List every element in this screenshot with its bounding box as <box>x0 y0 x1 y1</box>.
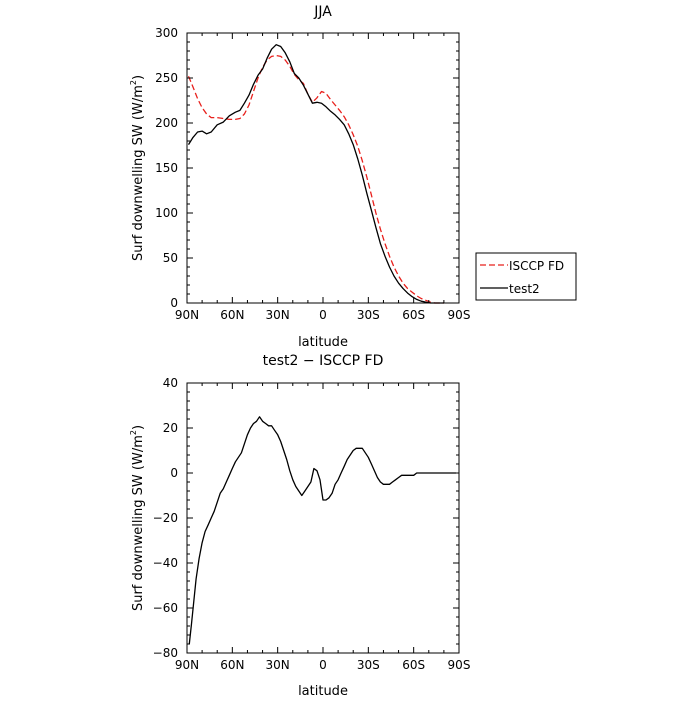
y-tick-label: −40 <box>153 556 178 570</box>
y-tick-label: 200 <box>155 116 178 130</box>
x-axis-label: latitude <box>298 684 348 699</box>
y-axis-label-close: ) <box>131 75 146 80</box>
plot-area: 90N 60N 30N 0 30S 60S 90S −80 −60 −40 −20 0 20 40 <box>153 376 471 672</box>
y-tick-label: 50 <box>163 251 178 265</box>
x-tick-label: 90N <box>175 308 199 322</box>
y-axis-label: Surf downwelling SW (W/m2) <box>129 425 146 611</box>
y-tick-label: 300 <box>155 26 178 40</box>
x-tick-label: 60S <box>402 658 425 672</box>
x-axis-label: latitude <box>298 335 348 350</box>
x-tick-label: 0 <box>319 658 327 672</box>
y-axis-label-main: Surf downwelling SW (W/m <box>131 435 146 611</box>
y-tick-label: 250 <box>155 71 178 85</box>
chart-title: JJA <box>313 4 332 20</box>
x-tick-label: 60N <box>220 308 244 322</box>
x-tick-label: 60N <box>220 658 244 672</box>
y-axis-label-close: ) <box>131 425 146 430</box>
series-line-isccp-fd <box>187 54 444 304</box>
y-axis-label: Surf downwelling SW (W/m2) <box>129 75 146 261</box>
y-tick-label: −20 <box>153 511 178 525</box>
x-tick-label: 30N <box>266 658 290 672</box>
x-tick-label: 0 <box>319 308 327 322</box>
x-tick-label: 30S <box>357 658 380 672</box>
y-tick-label: −80 <box>153 646 178 660</box>
plot-frame <box>186 32 460 304</box>
panel-difference: test2 − ISCCP FD 90N 60N 30N 0 30S 60S 90S −80 −… <box>129 353 470 699</box>
y-tick-label: 150 <box>155 161 178 175</box>
plot-area: 90N 60N 30N 0 30S 60S 90S 0 50 100 150 200 250 300 <box>155 26 470 322</box>
x-tick-label: 30S <box>357 308 380 322</box>
y-tick-label: 40 <box>163 376 178 390</box>
panel-jja: JJA 90N 60N 30N 0 30S 60S 90S 0 50 100 150 200 250 30… <box>129 4 577 350</box>
legend-box <box>475 252 577 301</box>
series-line-difference <box>188 416 456 645</box>
x-tick-label: 60S <box>402 308 425 322</box>
legend: ISCCP FD test2 <box>475 252 577 301</box>
y-axis-label-sup: 2 <box>129 430 138 435</box>
y-tick-label: 0 <box>170 466 178 480</box>
chart-title: test2 − ISCCP FD <box>263 353 384 369</box>
plot-frame <box>186 382 460 654</box>
x-tick-label: 90S <box>448 658 471 672</box>
legend-label-isccp: ISCCP FD <box>509 259 564 273</box>
x-tick-label: 90S <box>448 308 471 322</box>
x-tick-label: 90N <box>175 658 199 672</box>
series-line-test2 <box>187 44 444 304</box>
y-tick-label: 20 <box>163 421 178 435</box>
y-tick-label: −60 <box>153 601 178 615</box>
y-tick-label: 0 <box>170 296 178 310</box>
y-tick-label: 100 <box>155 206 178 220</box>
x-tick-label: 30N <box>266 308 290 322</box>
y-axis-label-sup: 2 <box>129 80 138 85</box>
legend-label-test2: test2 <box>509 282 540 296</box>
y-axis-label-main: Surf downwelling SW (W/m <box>131 85 146 261</box>
